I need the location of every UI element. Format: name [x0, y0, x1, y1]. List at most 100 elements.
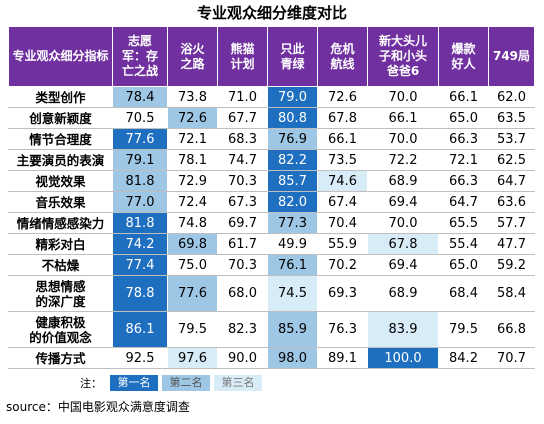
source-note: source：中国电影观众满意度调查 — [6, 400, 190, 414]
column-header: 志愿 军：存 亡之战 — [112, 26, 168, 87]
value-cell: 65.0 — [438, 254, 489, 276]
table-row: 类型创作 78.4 73.8 71.0 79.0 72.6 70.0 66.1 62.0 — [8, 86, 535, 108]
value-cell: 55.4 — [438, 233, 489, 255]
value-cell: 67.3 — [217, 191, 268, 213]
value-cell: 79.5 — [167, 311, 218, 348]
value-cell: 72.6 — [317, 86, 368, 108]
column-header: 危机 航线 — [317, 26, 368, 87]
value-cell: 73.8 — [167, 86, 218, 108]
value-cell: 66.8 — [488, 311, 535, 348]
column-header: 爆款 好人 — [438, 26, 489, 87]
value-cell: 92.5 — [112, 347, 168, 369]
value-cell: 74.7 — [217, 149, 268, 171]
table-row: 传播方式 92.5 97.6 90.0 98.0 89.1 100.0 84.2 70.7 — [8, 347, 535, 369]
value-cell: 57.7 — [488, 212, 535, 234]
column-header: 新大头儿 子和小头 爸爸6 — [367, 26, 439, 87]
value-cell: 62.0 — [488, 86, 535, 108]
value-cell: 68.4 — [438, 275, 489, 312]
value-cell: 76.9 — [267, 128, 318, 150]
value-cell: 66.1 — [317, 128, 368, 150]
value-cell: 69.8 — [167, 233, 218, 255]
value-cell: 67.8 — [317, 107, 368, 129]
table-row: 创意新颖度 70.5 72.6 67.7 80.8 67.8 66.1 65.0 63.5 — [8, 107, 535, 129]
value-cell: 77.0 — [112, 191, 168, 213]
value-cell: 77.6 — [167, 275, 218, 312]
value-cell: 70.0 — [367, 128, 439, 150]
table-row: 情节合理度 77.6 72.1 68.3 76.9 66.1 70.0 66.3 53.7 — [8, 128, 535, 150]
value-cell: 66.1 — [367, 107, 439, 129]
value-cell: 86.1 — [112, 311, 168, 348]
value-cell: 80.8 — [267, 107, 318, 129]
value-cell: 72.6 — [167, 107, 218, 129]
value-cell: 70.4 — [317, 212, 368, 234]
value-cell: 68.9 — [367, 275, 439, 312]
value-cell: 79.0 — [267, 86, 318, 108]
legend-rank1: 第一名 — [110, 375, 158, 391]
value-cell: 77.3 — [267, 212, 318, 234]
value-cell: 70.3 — [217, 170, 268, 192]
value-cell: 62.5 — [488, 149, 535, 171]
table-row: 主要演员的表演 79.1 78.1 74.7 82.2 73.5 72.2 72.1 62.5 — [8, 149, 535, 171]
value-cell: 76.1 — [267, 254, 318, 276]
value-cell: 67.7 — [217, 107, 268, 129]
table-row: 思想情感 的深广度 78.8 77.6 68.0 74.5 69.3 68.9 68.4 58.4 — [8, 275, 535, 312]
legend-note-label: 注： — [80, 377, 102, 390]
value-cell: 69.7 — [217, 212, 268, 234]
value-cell: 63.6 — [488, 191, 535, 213]
value-cell: 85.9 — [267, 311, 318, 348]
value-cell: 66.1 — [438, 86, 489, 108]
value-cell: 81.8 — [112, 212, 168, 234]
legend-rank3: 第三名 — [214, 375, 262, 391]
value-cell: 76.3 — [317, 311, 368, 348]
value-cell: 74.5 — [267, 275, 318, 312]
value-cell: 72.2 — [367, 149, 439, 171]
value-cell: 85.7 — [267, 170, 318, 192]
value-cell: 84.2 — [438, 347, 489, 369]
value-cell: 69.4 — [367, 191, 439, 213]
value-cell: 73.5 — [317, 149, 368, 171]
table-row: 不枯燥 77.4 75.0 70.3 76.1 70.2 69.4 65.0 59.2 — [8, 254, 535, 276]
row-label: 不枯燥 — [8, 254, 113, 276]
row-label: 精彩对白 — [8, 233, 113, 255]
value-cell: 70.2 — [317, 254, 368, 276]
row-label: 视觉效果 — [8, 170, 113, 192]
value-cell: 72.9 — [167, 170, 218, 192]
row-label: 创意新颖度 — [8, 107, 113, 129]
row-label: 类型创作 — [8, 86, 113, 108]
comparison-table: 专业观众细分指标 志愿 军：存 亡之战 浴火 之路 熊猫 计划 只此 青绿 危机 航线 新大头儿 子和小头… — [8, 26, 535, 369]
value-cell: 67.8 — [367, 233, 439, 255]
legend-rank2: 第二名 — [162, 375, 210, 391]
value-cell: 83.9 — [367, 311, 439, 348]
value-cell: 82.3 — [217, 311, 268, 348]
value-cell: 74.2 — [112, 233, 168, 255]
value-cell: 82.0 — [267, 191, 318, 213]
value-cell: 78.4 — [112, 86, 168, 108]
value-cell: 49.9 — [267, 233, 318, 255]
value-cell: 79.5 — [438, 311, 489, 348]
value-cell: 66.3 — [438, 170, 489, 192]
value-cell: 47.7 — [488, 233, 535, 255]
row-label: 情绪情感感染力 — [8, 212, 113, 234]
value-cell: 68.0 — [217, 275, 268, 312]
row-header-title: 专业观众细分指标 — [8, 26, 113, 87]
column-header: 只此 青绿 — [267, 26, 318, 87]
value-cell: 81.8 — [112, 170, 168, 192]
value-cell: 75.0 — [167, 254, 218, 276]
value-cell: 90.0 — [217, 347, 268, 369]
value-cell: 89.1 — [317, 347, 368, 369]
value-cell: 65.0 — [438, 107, 489, 129]
value-cell: 58.4 — [488, 275, 535, 312]
table-row: 视觉效果 81.8 72.9 70.3 85.7 74.6 68.9 66.3 64.7 — [8, 170, 535, 192]
row-label: 音乐效果 — [8, 191, 113, 213]
table-body: 类型创作 78.4 73.8 71.0 79.0 72.6 70.0 66.1 62.0 创意新颖… — [8, 86, 535, 369]
value-cell: 70.7 — [488, 347, 535, 369]
column-header: 熊猫 计划 — [217, 26, 268, 87]
legend: 注： 第一名 第二名 第三名 — [80, 375, 266, 391]
value-cell: 70.5 — [112, 107, 168, 129]
column-header: 浴火 之路 — [167, 26, 218, 87]
value-cell: 72.4 — [167, 191, 218, 213]
value-cell: 77.4 — [112, 254, 168, 276]
table-header-row: 专业观众细分指标 志愿 军：存 亡之战 浴火 之路 熊猫 计划 只此 青绿 危机 航线 新大头儿 子和小头… — [8, 26, 535, 87]
value-cell: 74.8 — [167, 212, 218, 234]
table-row: 音乐效果 77.0 72.4 67.3 82.0 67.4 69.4 64.7 63.6 — [8, 191, 535, 213]
